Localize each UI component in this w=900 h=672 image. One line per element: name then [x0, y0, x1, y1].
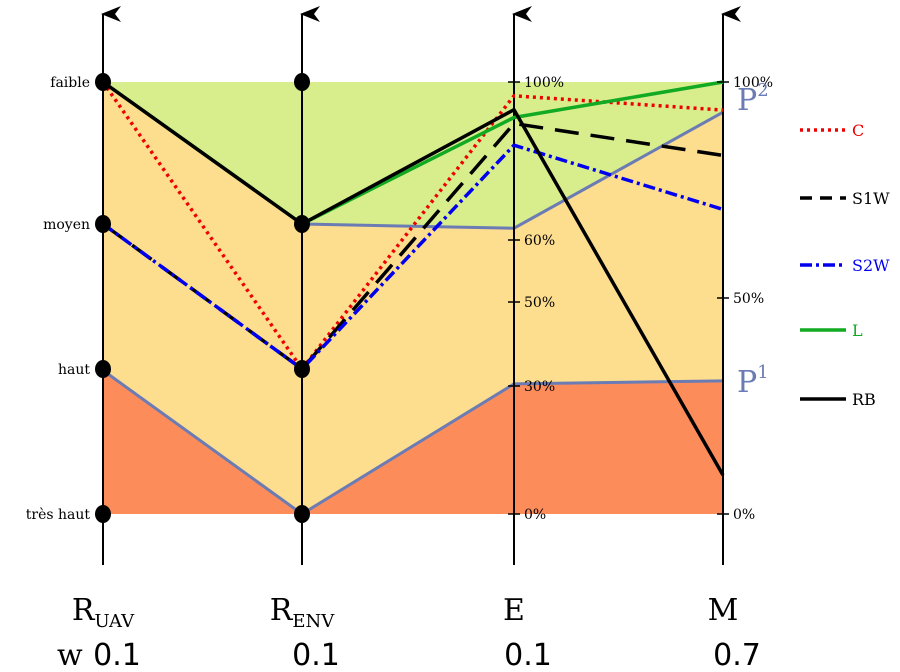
e-axis-tick-label: 0% [524, 507, 546, 523]
legend-label-s1w: S1W [852, 189, 890, 208]
weight-M: 0.7 [713, 638, 761, 672]
legend-label-c: C [852, 121, 864, 140]
axis-label-R_UAV: RUAV [72, 593, 135, 632]
legend-label-rb: RB [852, 390, 876, 409]
weight-prefix: w [57, 638, 83, 672]
weight-R_ENV: 0.1 [292, 638, 340, 672]
level-marker-R_UAV-1 [95, 360, 111, 378]
ordinal-level-label: moyen [43, 217, 90, 233]
series-line-rb [101, 80, 725, 476]
ordinal-level-label: très haut [26, 507, 91, 523]
series-line-s2w [101, 143, 724, 371]
profile-label-1: P1 [737, 362, 769, 400]
m-axis-tick-label: 0% [733, 507, 755, 523]
ordinal-level-label: faible [50, 75, 90, 91]
series-lines [101, 80, 725, 476]
e-axis-tick-label: 30% [524, 379, 555, 395]
m-axis-tick-label: 50% [733, 291, 764, 307]
series-line-c [101, 81, 724, 371]
level-marker-R_ENV-0 [294, 505, 310, 523]
axis-label-M: M [708, 593, 739, 628]
axis-labels: RUAV 0.1 RENV 0.1 E 0.1 M 0.7 w [57, 593, 761, 672]
region-0 [103, 370, 723, 514]
e-axis-tick-label: 100% [524, 75, 564, 91]
weight-R_UAV: 0.1 [93, 638, 141, 672]
e-axis-tick-label: 60% [524, 233, 555, 249]
ordinal-level-label: haut [58, 362, 90, 378]
axis-label-R_ENV: RENV [270, 593, 335, 632]
legend: C S1W S2W L RB [800, 121, 890, 409]
weight-E: 0.1 [504, 638, 552, 672]
axis-label-E: E [503, 593, 525, 628]
legend-label-l: L [852, 321, 863, 340]
level-marker-R_UAV-0 [95, 505, 111, 523]
level-markers [95, 73, 310, 523]
e-axis-tick-label: 50% [524, 295, 555, 311]
level-marker-R_ENV-3 [294, 73, 310, 91]
legend-label-s2w: S2W [852, 256, 890, 275]
level-marker-R_UAV-3 [95, 73, 111, 91]
axes [101, 6, 741, 565]
level-marker-R_ENV-1 [294, 360, 310, 378]
level-marker-R_UAV-2 [95, 215, 111, 233]
profile-line-1 [102, 369, 724, 516]
region-1 [103, 82, 723, 514]
level-marker-R_ENV-2 [294, 215, 310, 233]
m-axis-tick-label: 100% [733, 75, 773, 91]
profile-label-2: P2 [737, 80, 769, 118]
